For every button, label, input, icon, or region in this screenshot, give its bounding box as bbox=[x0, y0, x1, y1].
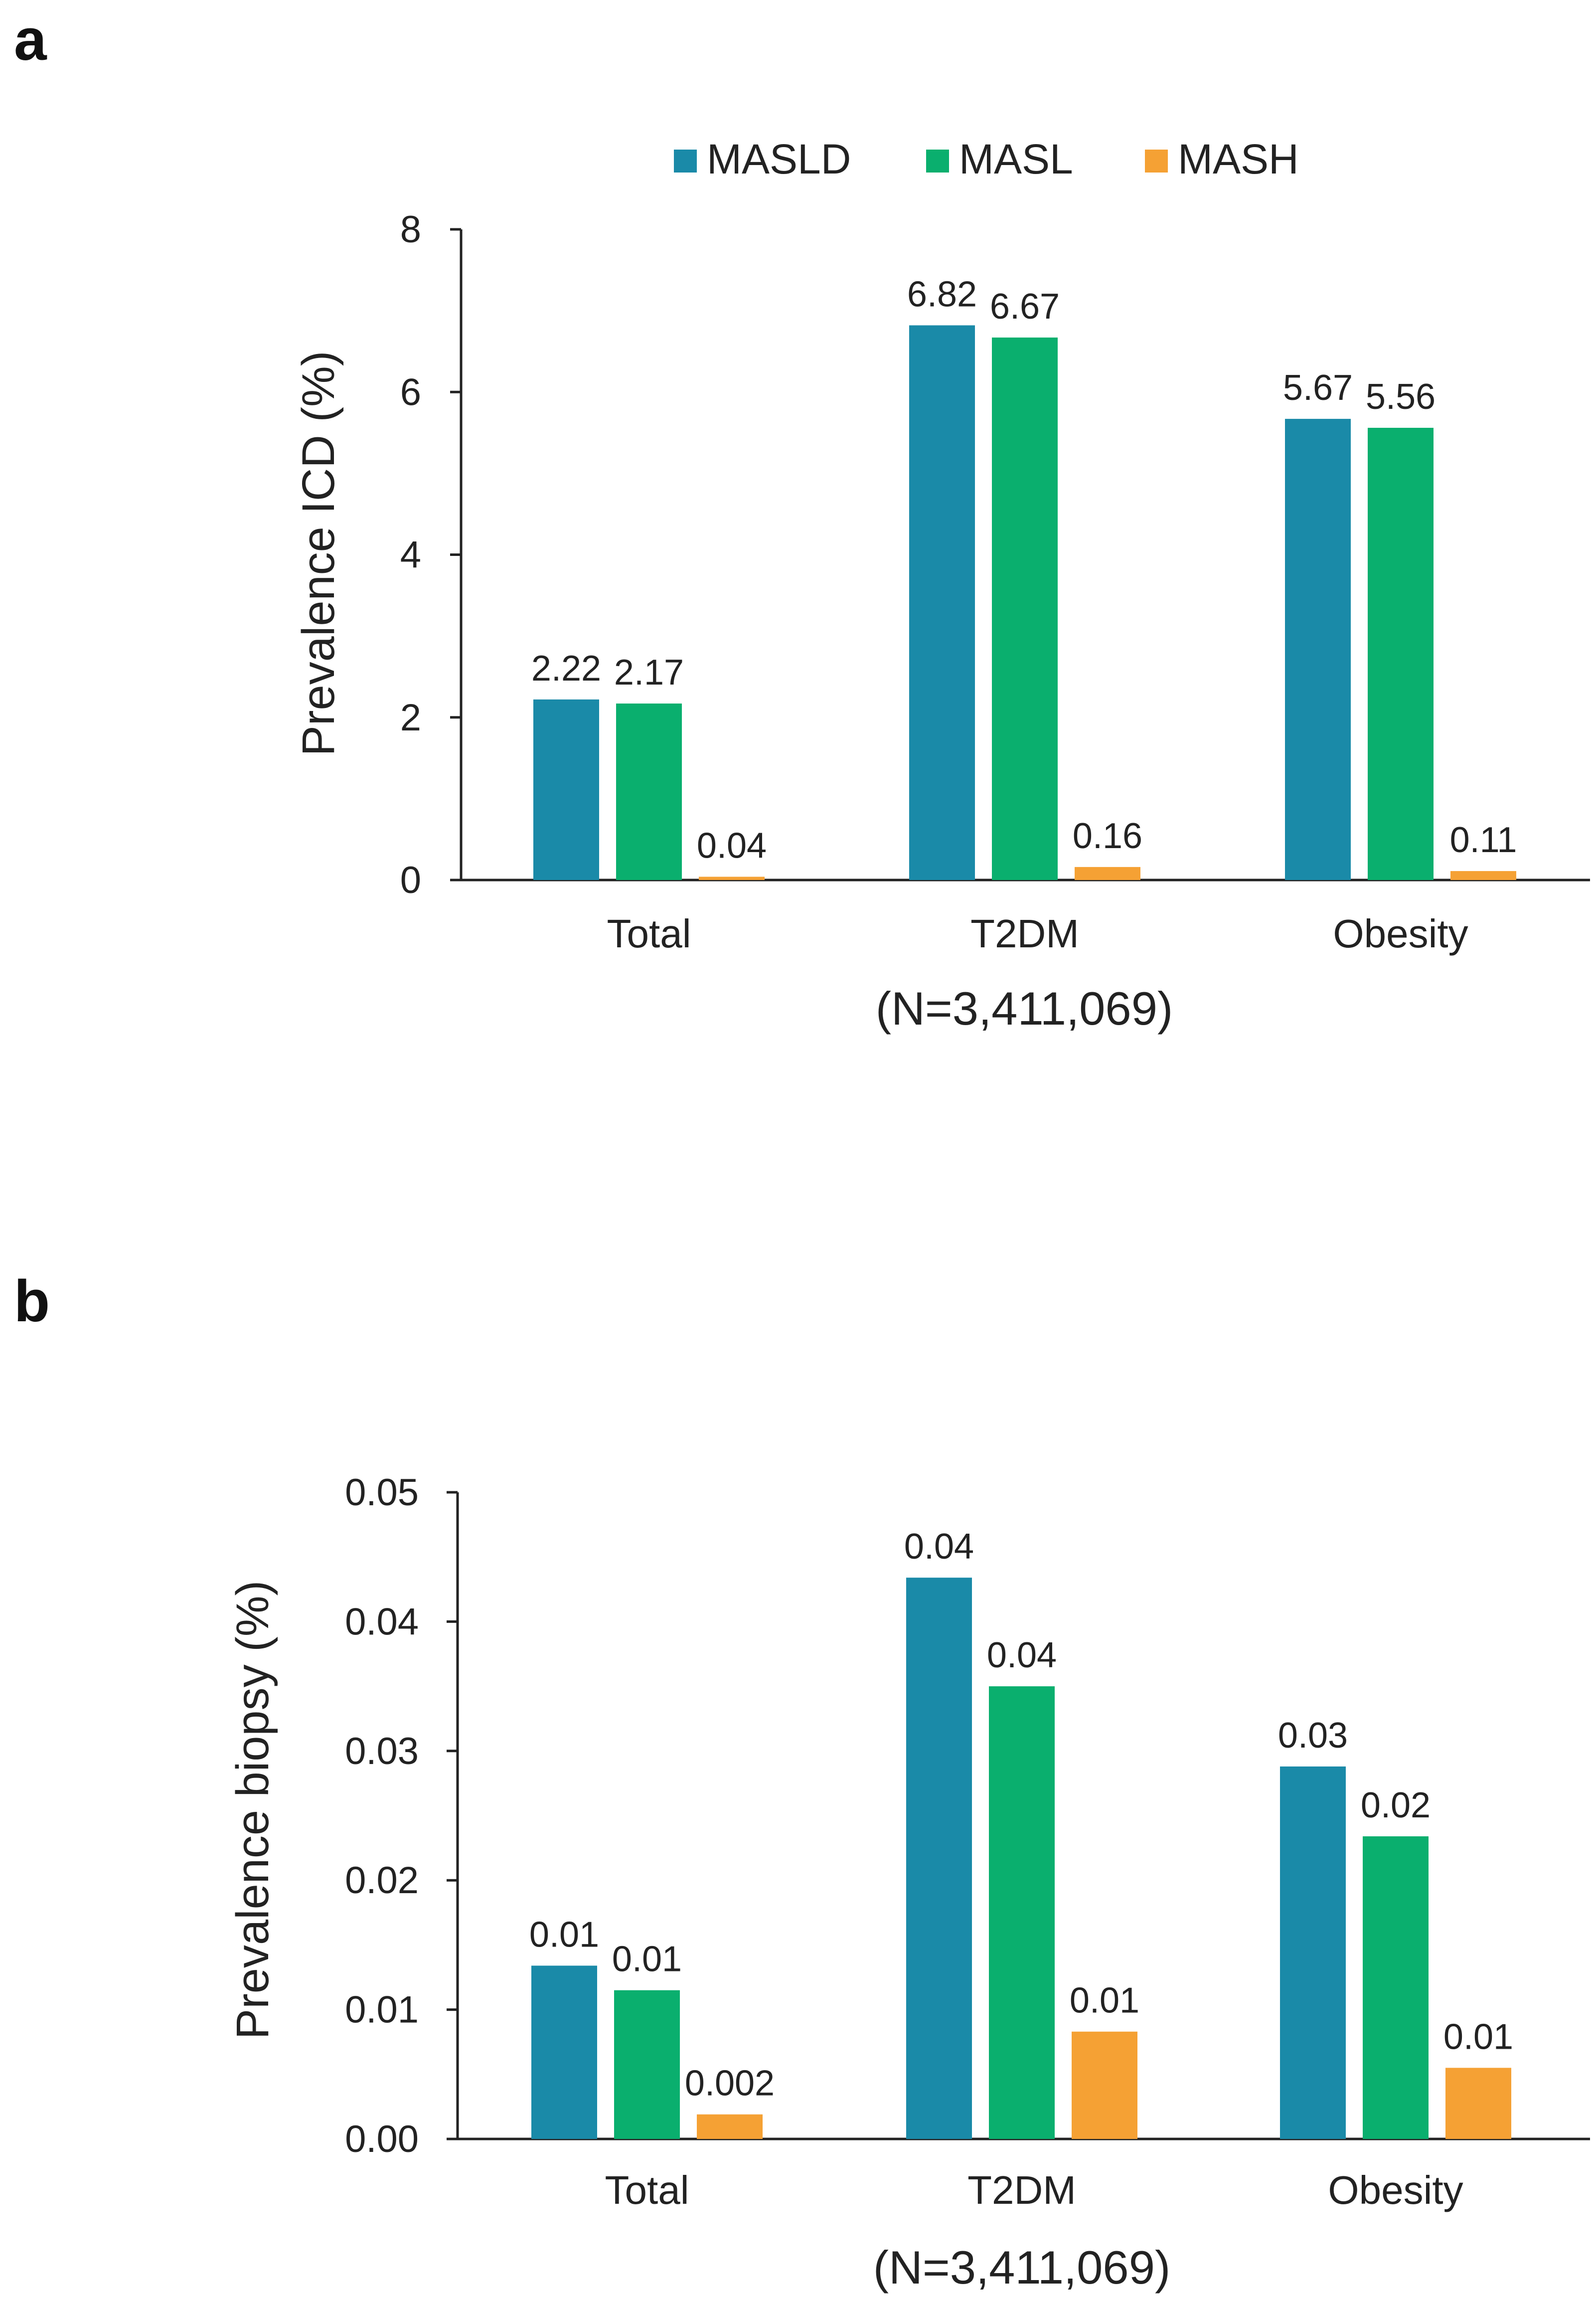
bar-masld bbox=[1285, 419, 1351, 880]
y-tick-label: 2 bbox=[400, 697, 421, 739]
x-axis-label: (N=3,411,069) bbox=[873, 2241, 1171, 2294]
y-tick-label: 8 bbox=[400, 208, 421, 251]
data-label: 0.04 bbox=[697, 826, 767, 866]
bar-masl bbox=[1368, 428, 1434, 880]
panel-letter: b bbox=[14, 1268, 50, 1334]
data-label: 2.22 bbox=[531, 649, 601, 689]
data-label: 0.16 bbox=[1073, 816, 1142, 856]
legend: MASLD MASL MASH bbox=[674, 136, 1299, 182]
data-label: 0.11 bbox=[1450, 820, 1517, 860]
bar-masl bbox=[614, 1990, 680, 2139]
panel-letter: a bbox=[14, 7, 47, 73]
x-axis-label: (N=3,411,069) bbox=[876, 982, 1173, 1035]
bar-masld bbox=[906, 1578, 972, 2139]
data-label: 0.04 bbox=[904, 1527, 974, 1567]
legend-label: MASL bbox=[959, 136, 1073, 182]
x-category-label: T2DM bbox=[970, 911, 1079, 956]
data-label: 0.01 bbox=[1070, 1981, 1139, 2021]
data-label: 0.02 bbox=[1361, 1785, 1431, 1825]
y-tick-label: 0.02 bbox=[345, 1859, 419, 1902]
bar-masld bbox=[531, 1965, 597, 2139]
chart-panel-b: b 0.00 0.01 0.02 0.03 0.04 0.05 Prevalence biop… bbox=[14, 1268, 1590, 2294]
bar-masld bbox=[533, 699, 599, 880]
bar-mash bbox=[1075, 867, 1140, 880]
y-axis-label: Prevalence ICD (%) bbox=[293, 351, 344, 756]
data-label: 0.03 bbox=[1278, 1716, 1348, 1756]
bar-mash bbox=[1072, 2031, 1137, 2139]
y-axis-label: Prevalence biopsy (%) bbox=[227, 1581, 278, 2039]
x-category-label: T2DM bbox=[967, 2168, 1076, 2212]
y-tick-label: 0.05 bbox=[345, 1471, 419, 1514]
data-label: 0.01 bbox=[612, 1940, 682, 1979]
y-tick-label: 0 bbox=[400, 859, 421, 901]
data-label: 5.67 bbox=[1283, 368, 1353, 408]
x-category-label: Total bbox=[607, 911, 691, 956]
legend-label: MASLD bbox=[707, 136, 851, 182]
y-tick-label: 0.04 bbox=[345, 1600, 419, 1643]
bar-mash bbox=[697, 2114, 763, 2139]
x-category-label: Obesity bbox=[1328, 2168, 1463, 2212]
bar-mash bbox=[1450, 871, 1516, 880]
data-label: 0.002 bbox=[685, 2064, 775, 2104]
legend-label: MASH bbox=[1178, 136, 1299, 182]
data-label: 5.56 bbox=[1366, 377, 1436, 417]
data-label: 0.04 bbox=[987, 1635, 1057, 1675]
data-label: 0.01 bbox=[1443, 2017, 1513, 2057]
y-tick-label: 0.01 bbox=[345, 1989, 419, 2031]
bar-mash bbox=[1445, 2068, 1511, 2139]
x-category-label: Obesity bbox=[1333, 911, 1468, 956]
bar-mash bbox=[699, 877, 765, 880]
bar-masld bbox=[1280, 1766, 1346, 2139]
bar-masl bbox=[616, 704, 682, 880]
legend-swatch-masl bbox=[926, 150, 949, 173]
y-tick-label: 0.03 bbox=[345, 1730, 419, 1772]
y-tick-label: 4 bbox=[400, 534, 421, 576]
bar-masld bbox=[909, 325, 975, 880]
bar-masl bbox=[992, 337, 1058, 880]
bar-masl bbox=[989, 1686, 1055, 2139]
data-label: 2.17 bbox=[614, 653, 684, 693]
data-label: 6.67 bbox=[990, 287, 1060, 327]
y-tick-label: 0.00 bbox=[345, 2118, 419, 2160]
bar-masl bbox=[1363, 1836, 1429, 2139]
data-label: 6.82 bbox=[907, 274, 977, 314]
data-label: 0.01 bbox=[529, 1915, 599, 1954]
legend-swatch-mash bbox=[1145, 150, 1168, 173]
legend-swatch-masld bbox=[674, 150, 697, 173]
chart-panel-a: a 0 2 4 6 8 Prevalence ICD (%) Total 2.22 2.17 0.0… bbox=[14, 7, 1590, 1035]
x-category-label: Total bbox=[605, 2168, 689, 2212]
y-tick-label: 6 bbox=[400, 371, 421, 413]
